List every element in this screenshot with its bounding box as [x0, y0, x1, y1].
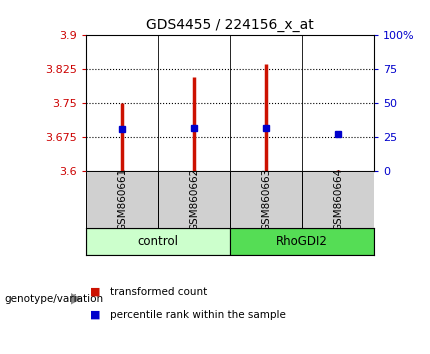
Text: GSM860661: GSM860661	[117, 168, 127, 231]
Polygon shape	[71, 293, 82, 304]
Bar	[86, 228, 230, 255]
Text: ■: ■	[90, 287, 101, 297]
Text: transformed count: transformed count	[110, 287, 207, 297]
Text: GSM860662: GSM860662	[189, 168, 199, 231]
Bar	[158, 171, 230, 228]
Text: control: control	[138, 235, 178, 248]
Title: GDS4455 / 224156_x_at: GDS4455 / 224156_x_at	[146, 18, 314, 32]
Text: GSM860664: GSM860664	[333, 168, 343, 231]
Bar	[302, 171, 374, 228]
Text: RhoGDI2: RhoGDI2	[276, 235, 328, 248]
Text: genotype/variation: genotype/variation	[4, 294, 104, 304]
Bar	[86, 171, 158, 228]
Bar	[230, 171, 302, 228]
Text: GSM860663: GSM860663	[261, 168, 271, 231]
Bar	[230, 228, 374, 255]
Text: ■: ■	[90, 310, 101, 320]
Text: percentile rank within the sample: percentile rank within the sample	[110, 310, 286, 320]
